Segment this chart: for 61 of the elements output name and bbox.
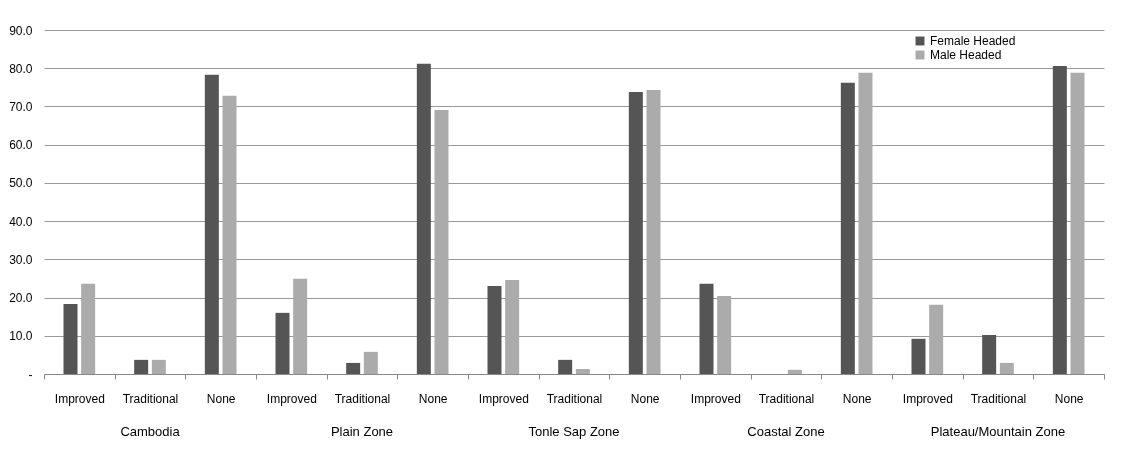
x-tick-label: Improved <box>266 391 317 406</box>
bar <box>558 359 573 374</box>
bar <box>487 286 502 374</box>
bar <box>929 304 944 374</box>
bar <box>293 278 308 374</box>
bar <box>363 351 378 374</box>
bar <box>787 369 802 374</box>
bar <box>505 279 520 374</box>
bar <box>858 72 873 374</box>
y-tick-label: 80.0 <box>9 61 33 76</box>
bar <box>134 359 149 374</box>
x-tick-label: Traditional <box>758 391 815 406</box>
x-tick-label: Improved <box>902 391 953 406</box>
bar <box>982 335 997 374</box>
x-tick-label: Improved <box>690 391 741 406</box>
y-tick-label: - <box>28 367 33 382</box>
y-tick-label: 90.0 <box>9 23 33 38</box>
x-tick-label: Traditional <box>334 391 391 406</box>
bar <box>1070 72 1085 374</box>
text: Plain Zone <box>330 424 394 439</box>
bar <box>717 296 732 374</box>
x-tick-label: Traditional <box>970 391 1027 406</box>
y-tick-label: 20.0 <box>9 291 33 306</box>
bar <box>628 91 643 374</box>
bar <box>416 63 431 374</box>
x-tick-label: None <box>842 391 872 406</box>
bar <box>204 74 219 374</box>
y-tick-label: 30.0 <box>9 252 33 267</box>
bar <box>222 95 237 374</box>
bar <box>81 283 96 374</box>
bar <box>346 362 361 374</box>
y-tick-label: 40.0 <box>9 214 33 229</box>
bar <box>646 90 661 374</box>
text: Coastal Zone <box>747 424 825 439</box>
x-tick-label: Traditional <box>546 391 603 406</box>
bar <box>999 362 1014 374</box>
text: Plateau/Mountain Zone <box>930 424 1066 439</box>
bar <box>911 338 926 374</box>
x-tick-label: None <box>418 391 448 406</box>
bar <box>575 369 590 374</box>
text: Tonle Sap Zone <box>528 424 620 439</box>
bar <box>1052 65 1067 374</box>
bar <box>275 312 290 374</box>
legend-label: Female Headed <box>930 34 1016 48</box>
bar <box>434 109 449 374</box>
bar <box>63 304 78 374</box>
y-tick-label: 70.0 <box>9 99 33 114</box>
y-tick-label: 50.0 <box>9 176 33 191</box>
x-tick-label: Improved <box>478 391 529 406</box>
x-tick-label: None <box>1054 391 1084 406</box>
bar <box>151 359 166 374</box>
bar <box>699 283 714 374</box>
x-tick-label: Traditional <box>122 391 179 406</box>
x-tick-label: None <box>630 391 660 406</box>
y-tick-label: 10.0 <box>9 329 33 344</box>
legend-label: Male Headed <box>930 48 1002 62</box>
text: Cambodia <box>120 424 181 439</box>
x-tick-label: Improved <box>54 391 105 406</box>
x-tick-label: None <box>206 391 236 406</box>
bar <box>840 82 855 374</box>
y-tick-label: 60.0 <box>9 138 33 153</box>
